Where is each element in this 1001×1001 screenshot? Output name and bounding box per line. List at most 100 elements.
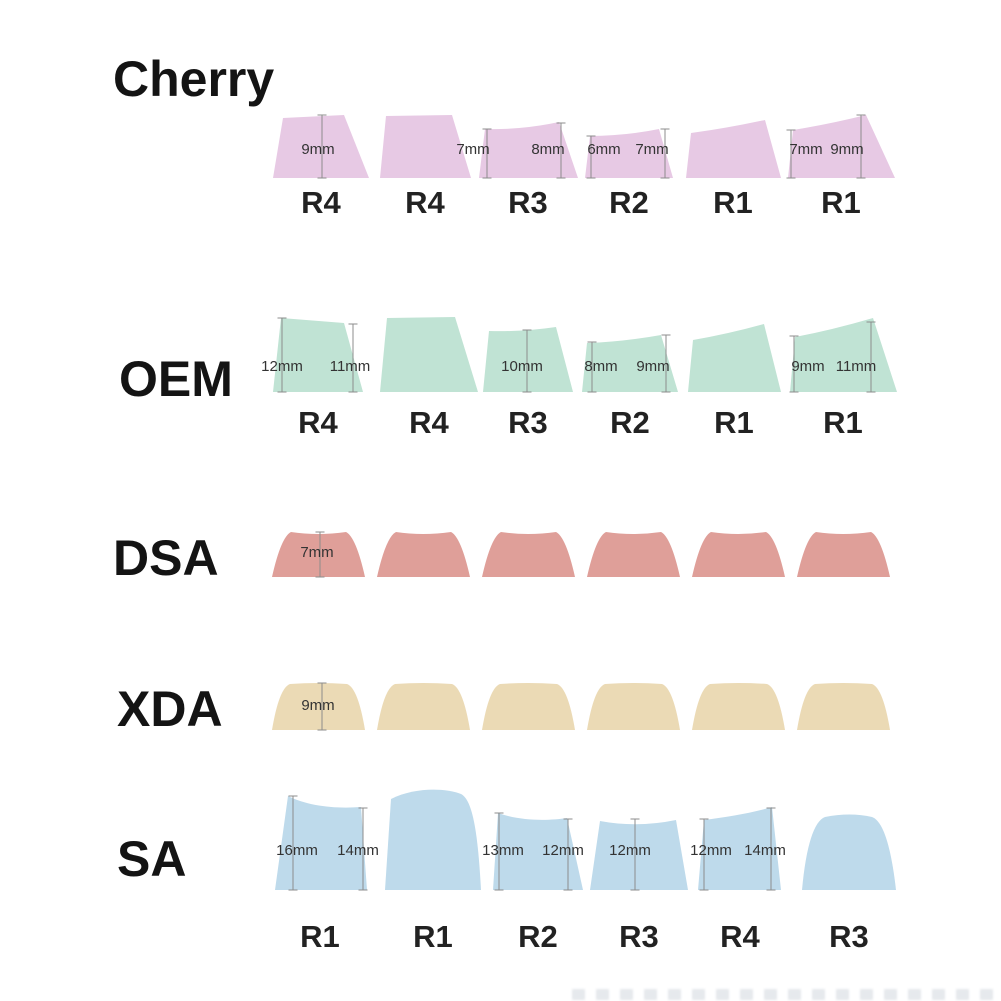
dim-label: 11mm — [330, 358, 371, 375]
row-label: R4 — [405, 185, 445, 220]
row-label: R3 — [829, 919, 869, 954]
row-label: R4 — [301, 185, 341, 220]
dim-label: 9mm — [830, 141, 863, 158]
dim-label: 7mm — [635, 141, 668, 158]
watermark-fragments — [572, 989, 998, 1000]
dimension: 8mm — [584, 341, 618, 393]
keycap-xda-5 — [692, 683, 785, 730]
row-label: R1 — [821, 185, 861, 220]
dimension: 14mm — [744, 807, 786, 891]
dim-label: 7mm — [456, 141, 489, 158]
keycap-xda-4 — [587, 683, 680, 730]
profile-oem: OEM 12mm 11mm 10mm 8mm — [119, 317, 897, 440]
dimension: 12mm — [261, 317, 303, 393]
keycap-cherry-r4-b — [380, 115, 471, 178]
keycap-sa-r3-a — [590, 820, 688, 890]
dimension: 12mm — [542, 818, 584, 891]
dimension: 9mm — [301, 114, 335, 179]
profile-cherry: Cherry 9mm 7mm 8mm 6mm — [113, 51, 895, 220]
keycap-cherry-r4-a — [273, 115, 369, 178]
dim-label: 9mm — [301, 141, 334, 158]
row-label: R1 — [713, 185, 753, 220]
keycap-dsa-3 — [482, 532, 575, 577]
profile-xda: XDA 9mm — [117, 681, 890, 737]
dimension: 11mm — [836, 321, 876, 393]
dim-label: 12mm — [542, 842, 584, 859]
dimension: 9mm — [789, 335, 825, 393]
keycap-oem-r4-b — [380, 317, 478, 392]
dimension: 16mm — [276, 795, 318, 891]
row-label: R2 — [518, 919, 558, 954]
row-label: R4 — [298, 405, 338, 440]
keycap-sa-r2 — [493, 813, 583, 890]
row-label: R3 — [508, 405, 548, 440]
keycap-dsa-6 — [797, 532, 890, 577]
keycap-xda-3 — [482, 683, 575, 730]
row-label: R4 — [720, 919, 760, 954]
dim-label: 8mm — [584, 358, 617, 375]
row-label: R1 — [823, 405, 863, 440]
keycap-dsa-5 — [692, 532, 785, 577]
keycap-oem-r1-b — [790, 318, 897, 392]
dim-label: 10mm — [501, 358, 543, 375]
dimension: 12mm — [690, 818, 732, 891]
dimension: 6mm — [586, 135, 621, 179]
dim-label: 6mm — [587, 141, 620, 158]
row-label: R1 — [413, 919, 453, 954]
dimension: 12mm — [609, 818, 651, 891]
dimension: 10mm — [501, 329, 543, 393]
dimension: 7mm — [456, 128, 492, 179]
row-label: R4 — [409, 405, 449, 440]
dim-label: 14mm — [744, 842, 786, 859]
keycap-xda-1 — [272, 683, 365, 730]
keycap-oem-r1-a — [688, 324, 781, 392]
keycap-dsa-1 — [272, 532, 365, 577]
keycap-sa-r1-a — [275, 796, 367, 890]
dim-label: 8mm — [531, 141, 564, 158]
keycap-oem-r3 — [483, 327, 573, 392]
keycap-cherry-r1-a — [686, 120, 781, 178]
row-label: R1 — [300, 919, 340, 954]
dim-label: 7mm — [300, 544, 333, 561]
dimension: 9mm — [636, 334, 671, 393]
dim-label: 14mm — [337, 842, 379, 859]
dim-label: 9mm — [636, 358, 669, 375]
keycap-dsa-4 — [587, 532, 680, 577]
profile-title-xda: XDA — [117, 681, 223, 737]
dim-label: 9mm — [791, 358, 824, 375]
keycap-oem-r4-a — [273, 318, 363, 392]
dim-label: 13mm — [482, 842, 524, 859]
keycap-dsa-2 — [377, 532, 470, 577]
profile-sa: SA 16mm 14mm 13mm 12mm — [117, 789, 896, 954]
profile-title-sa: SA — [117, 831, 186, 887]
keycap-cherry-r3 — [479, 122, 578, 178]
dim-label: 12mm — [609, 842, 651, 859]
dimension: 13mm — [482, 812, 524, 891]
row-label: R2 — [610, 405, 650, 440]
keycap-oem-r2 — [582, 335, 678, 392]
dim-label: 16mm — [276, 842, 318, 859]
keycap-sa-r4 — [698, 807, 781, 890]
dimension: 7mm — [300, 531, 334, 578]
dimension: 7mm — [635, 128, 670, 179]
dimension: 14mm — [337, 807, 379, 891]
profile-title-cherry: Cherry — [113, 51, 274, 107]
keycap-sa-r3-b — [802, 814, 896, 890]
row-label: R1 — [714, 405, 754, 440]
dimension: 7mm — [786, 129, 823, 179]
keycap-xda-2 — [377, 683, 470, 730]
dimension: 9mm — [830, 114, 866, 179]
row-label: R3 — [619, 919, 659, 954]
dimension: 9mm — [301, 682, 335, 731]
profile-title-oem: OEM — [119, 351, 233, 407]
dimension: 8mm — [531, 122, 566, 179]
dim-label: 9mm — [301, 697, 334, 714]
dim-label: 12mm — [261, 358, 303, 375]
keycap-cherry-r2 — [585, 129, 673, 178]
dim-label: 12mm — [690, 842, 732, 859]
profile-dsa: DSA 7mm — [113, 530, 890, 586]
keycap-xda-6 — [797, 683, 890, 730]
dim-label: 7mm — [789, 141, 822, 158]
